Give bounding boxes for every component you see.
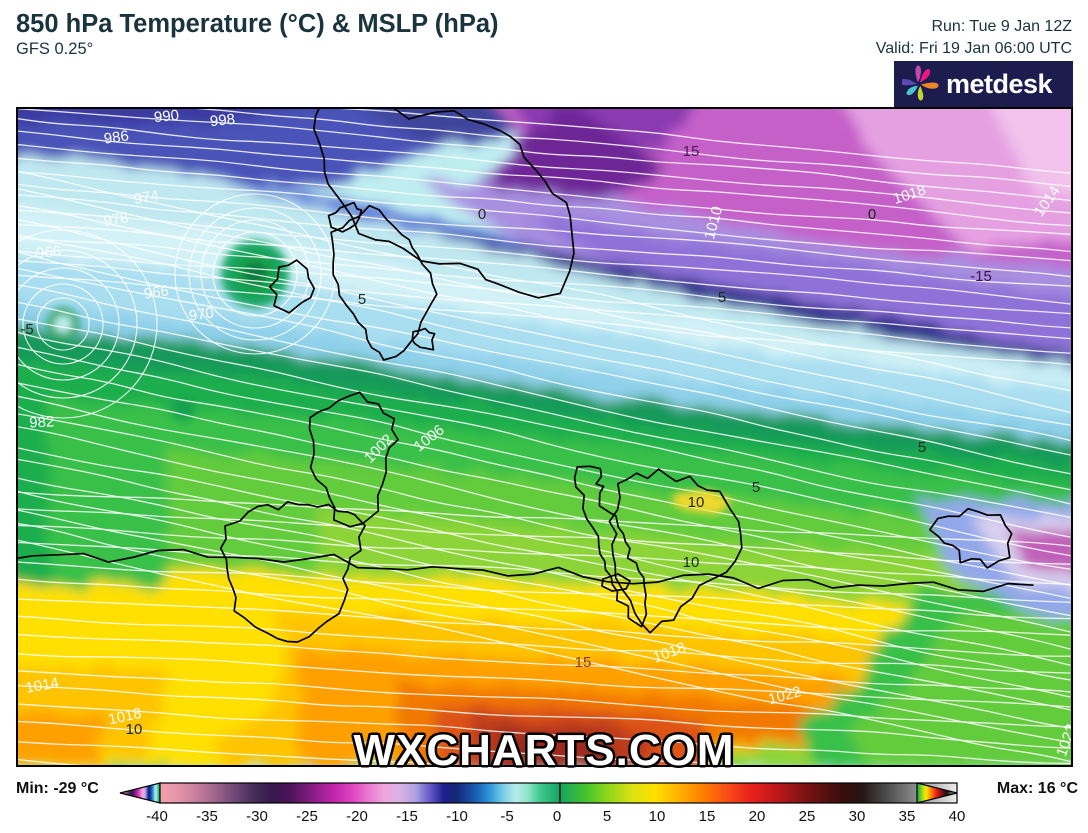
svg-text:990: 990: [153, 109, 180, 126]
svg-text:966: 966: [35, 243, 61, 262]
svg-text:0: 0: [868, 206, 876, 223]
svg-text:998: 998: [209, 111, 236, 131]
svg-text:-5: -5: [20, 321, 33, 338]
svg-text:5: 5: [752, 479, 760, 496]
svg-text:982: 982: [29, 413, 55, 431]
svg-text:10: 10: [683, 554, 700, 571]
svg-text:5: 5: [718, 289, 726, 306]
svg-text:970: 970: [188, 304, 215, 324]
svg-text:10: 10: [688, 494, 705, 511]
svg-text:-15: -15: [970, 268, 992, 285]
svg-text:0: 0: [478, 206, 486, 223]
svg-text:966: 966: [143, 282, 170, 302]
svg-text:5: 5: [918, 439, 926, 456]
svg-text:5: 5: [358, 291, 366, 308]
svg-text:15: 15: [683, 143, 700, 160]
svg-text:15: 15: [575, 654, 592, 671]
svg-text:986: 986: [103, 127, 130, 147]
svg-text:10: 10: [126, 721, 143, 738]
